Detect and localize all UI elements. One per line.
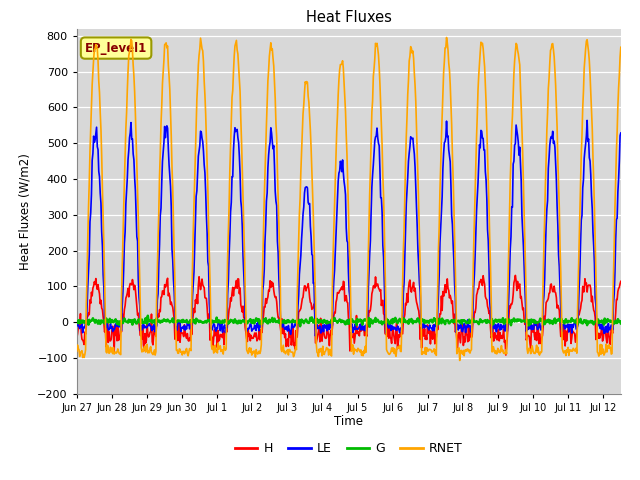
LE <box>477 128 484 133</box>
G <box>617 321 625 326</box>
Title: Heat Fluxes: Heat Fluxes <box>306 10 392 25</box>
H <box>617 278 625 284</box>
LE <box>73 323 81 329</box>
X-axis label: Time: Time <box>334 415 364 429</box>
RNET <box>443 35 451 40</box>
RNET <box>73 348 81 354</box>
LE <box>149 323 157 329</box>
H <box>463 333 471 338</box>
RNET <box>75 347 83 353</box>
H <box>73 335 81 341</box>
LE <box>617 130 625 136</box>
H <box>305 287 313 292</box>
Text: EP_level1: EP_level1 <box>85 42 147 55</box>
Line: RNET: RNET <box>77 37 621 360</box>
H <box>326 343 333 348</box>
G <box>326 319 334 325</box>
G <box>75 317 83 323</box>
RNET <box>465 349 472 355</box>
H <box>511 273 519 278</box>
H <box>75 323 83 329</box>
RNET <box>478 42 486 48</box>
LE <box>75 324 83 330</box>
G <box>73 319 81 325</box>
G <box>150 318 157 324</box>
G <box>478 319 486 324</box>
G <box>465 320 472 326</box>
G <box>306 318 314 324</box>
RNET <box>149 352 157 358</box>
Line: LE: LE <box>77 120 621 336</box>
Line: G: G <box>77 316 621 327</box>
G <box>144 313 152 319</box>
LE <box>583 118 591 123</box>
Line: H: H <box>77 276 621 355</box>
H <box>502 352 509 358</box>
RNET <box>305 100 313 106</box>
LE <box>326 320 334 325</box>
RNET <box>617 44 625 50</box>
H <box>149 342 157 348</box>
LE <box>312 333 319 339</box>
RNET <box>456 358 463 363</box>
LE <box>305 201 313 207</box>
G <box>366 324 374 330</box>
Legend: H, LE, G, RNET: H, LE, G, RNET <box>230 437 468 460</box>
RNET <box>326 347 333 352</box>
H <box>476 279 484 285</box>
Y-axis label: Heat Fluxes (W/m2): Heat Fluxes (W/m2) <box>19 153 32 270</box>
LE <box>464 317 472 323</box>
